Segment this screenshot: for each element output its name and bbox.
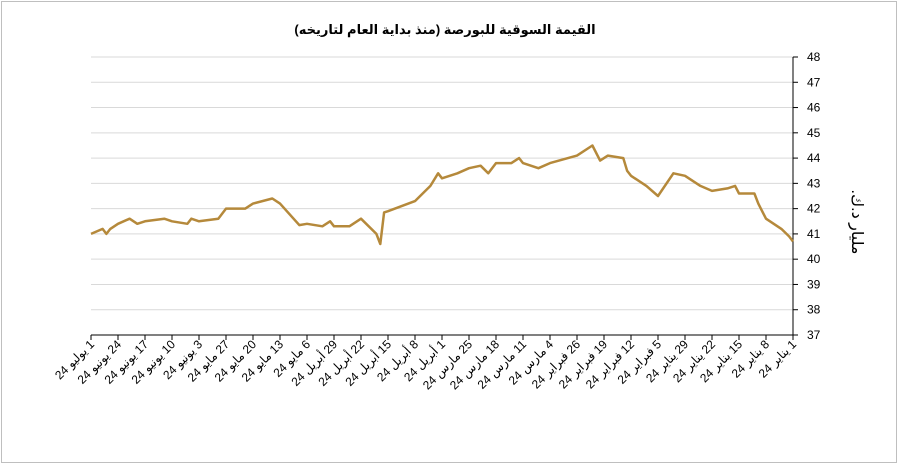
y-tick-label: 38	[807, 303, 821, 317]
y-tick-label: 39	[807, 277, 821, 291]
y-tick-label: 46	[807, 101, 821, 115]
data-line	[90, 144, 794, 246]
y-tick-label: 41	[807, 227, 821, 241]
y-tick-label: 45	[807, 126, 821, 140]
y-tick-label: 48	[807, 50, 821, 64]
y-tick-label: 37	[807, 328, 821, 342]
y-tick-label: 40	[807, 252, 821, 266]
y-axis-label: مليار د.ك.	[847, 190, 865, 255]
y-tick-label: 44	[807, 151, 821, 165]
chart-title: القيمة السوقية للبورصة (منذ بداية العام …	[294, 22, 595, 38]
y-tick-label: 47	[807, 75, 821, 89]
y-tick-label: 42	[807, 202, 821, 216]
y-tick-label: 43	[807, 176, 821, 190]
